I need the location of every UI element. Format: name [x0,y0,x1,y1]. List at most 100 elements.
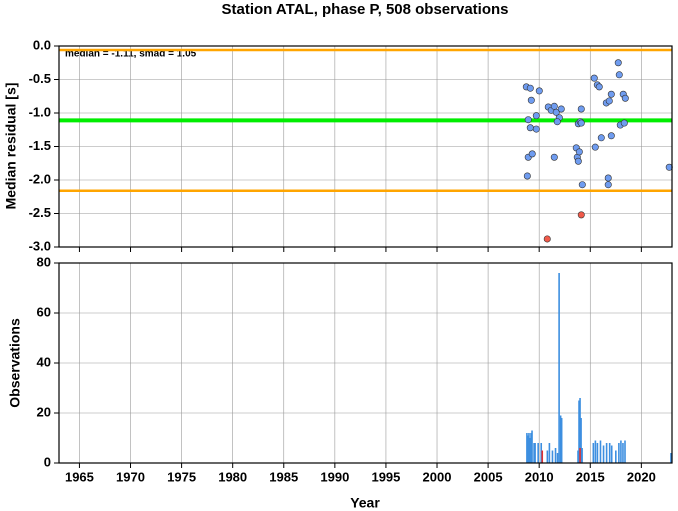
bar [554,448,557,463]
x-tick-label: 2015 [576,469,605,484]
bar [624,440,626,463]
bar [622,443,624,463]
x-axis-label: Year [350,495,380,511]
bar [531,430,533,463]
y-tick-label: -2.5 [29,205,51,220]
data-point [577,211,585,219]
x-tick-label: 1995 [371,469,400,484]
chart-title: Station ATAL, phase P, 508 observations [221,1,508,18]
bar [537,443,539,463]
bar [548,443,551,463]
data-point [578,181,586,189]
data-point [526,124,534,132]
bar [615,450,617,463]
bar [577,450,579,463]
bar [556,453,559,463]
data-point [550,102,558,110]
bar [580,418,582,463]
bar [559,415,562,463]
x-tick-label: 2005 [474,469,503,484]
bar [620,440,622,463]
data-point [597,134,605,142]
data-point [605,97,613,105]
bar [579,448,581,463]
bar [594,440,597,463]
data-point [550,153,558,161]
data-point [591,143,599,151]
bar [596,443,599,463]
bar [599,440,602,463]
data-point [532,125,540,133]
data-point [621,94,629,102]
y-tick-label: -2.0 [29,171,51,186]
data-point [615,71,623,79]
data-point [604,174,612,182]
bar [610,445,613,463]
data-point [527,96,535,104]
bar [546,450,549,463]
plot-frame [58,45,673,248]
data-point [557,105,565,113]
data-point [575,148,583,156]
x-tick-label: 1965 [65,469,94,484]
y-tick-label: -1.0 [29,104,51,119]
data-point [532,112,540,120]
data-point [590,74,598,82]
bar [602,445,605,463]
y-tick-label: 60 [37,304,51,319]
y-tick-label: -3.0 [29,238,51,253]
y-tick-label: 20 [37,404,51,419]
x-tick-label: 2020 [627,469,656,484]
data-point [614,59,622,67]
y-tick-label: 40 [37,354,51,369]
data-point [526,84,534,92]
x-tick-label: 1990 [320,469,349,484]
bar [578,400,580,463]
y-tick-label: 80 [37,254,51,269]
bar [551,450,554,463]
bar [541,450,544,463]
y-axis-label: Median residual [s] [3,83,19,210]
data-point [524,116,532,124]
y-axis-label: Observations [7,318,23,408]
bar [540,443,543,463]
bar [530,433,532,463]
plot-frame [58,262,673,464]
x-tick-label: 1985 [269,469,298,484]
y-tick-label: 0 [44,454,51,469]
x-tick-label: 2010 [525,469,554,484]
bar [608,443,611,463]
data-point [604,181,612,189]
data-point [528,150,536,158]
bar [558,273,560,463]
data-point [543,235,551,243]
bar [579,398,581,463]
data-point [607,132,615,140]
data-point [595,83,603,91]
y-tick-label: -1.5 [29,138,51,153]
bar [533,443,535,463]
data-point [552,108,560,116]
y-tick-label: -0.5 [29,71,51,86]
bar [605,443,608,463]
data-point [577,105,585,113]
x-tick-label: 1970 [116,469,145,484]
data-point [607,90,615,98]
bar [592,443,595,463]
bar [526,433,528,463]
data-point [553,118,561,126]
x-tick-label: 1980 [218,469,247,484]
data-point [620,119,628,127]
bar [618,443,620,463]
data-point [577,119,585,127]
bar [529,438,531,463]
bar [527,435,529,463]
x-tick-label: 1975 [167,469,196,484]
y-tick-label: 0.0 [33,37,51,52]
bar [534,443,536,463]
bar [670,453,672,463]
bar [528,433,530,463]
data-point [574,157,582,165]
data-point [535,87,543,95]
